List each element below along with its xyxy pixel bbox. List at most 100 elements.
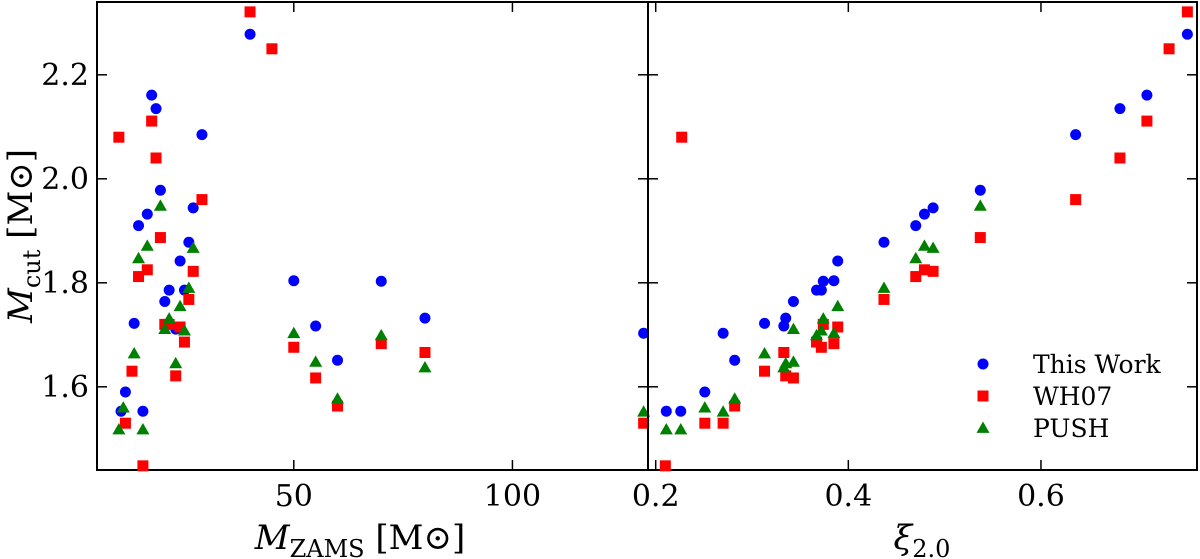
point-push	[162, 312, 176, 324]
point-this-work	[244, 28, 256, 40]
point-wh07	[878, 293, 890, 305]
point-this-work	[128, 317, 140, 329]
point-wh07	[150, 152, 162, 164]
point-this-work	[1114, 103, 1126, 115]
point-this-work	[375, 275, 387, 287]
point-this-work	[817, 275, 829, 287]
point-this-work	[1070, 129, 1082, 141]
point-wh07	[778, 346, 790, 358]
point-push	[153, 199, 167, 211]
point-wh07	[927, 265, 939, 277]
marks-right	[659, 6, 1193, 472]
point-this-work	[815, 284, 827, 296]
point-push	[917, 239, 931, 251]
plot-frame-left	[96, 1, 649, 471]
point-this-work	[927, 202, 939, 214]
ticks-left: 50 100 1.6 1.8 2.0 2.2	[41, 2, 648, 514]
x-tick-label: 50	[275, 479, 313, 514]
point-wh07	[1114, 152, 1126, 164]
point-wh07	[244, 6, 256, 18]
x-tick-label: 0.2	[632, 479, 680, 514]
point-this-work	[137, 405, 149, 417]
point-this-work	[878, 236, 890, 248]
point-this-work	[787, 296, 799, 308]
point-wh07	[817, 318, 829, 330]
point-push	[973, 199, 987, 211]
point-wh07	[141, 264, 153, 276]
point-push	[728, 392, 742, 404]
point-this-work	[759, 317, 771, 329]
legend: This Work WH07 PUSH	[976, 350, 1162, 443]
y-axis-label: Mcut [M⊙]	[1, 149, 46, 324]
point-wh07	[133, 271, 145, 283]
point-this-work	[1141, 89, 1153, 101]
point-wh07	[170, 370, 182, 382]
x-tick-label: 0.6	[1017, 479, 1065, 514]
point-push	[132, 251, 146, 264]
point-wh07	[729, 400, 741, 412]
point-wh07	[183, 293, 195, 305]
point-this-work	[310, 320, 322, 332]
point-wh07	[1163, 43, 1175, 55]
point-this-work	[332, 354, 344, 366]
point-wh07	[119, 417, 131, 429]
point-wh07	[699, 417, 711, 429]
point-this-work	[174, 255, 186, 267]
point-push	[177, 324, 191, 336]
point-push	[186, 241, 200, 253]
point-this-work	[141, 208, 153, 220]
point-push	[418, 361, 432, 373]
point-wh07	[1181, 6, 1193, 18]
legend-marker-this-work	[977, 358, 989, 370]
marks-left	[112, 6, 651, 472]
point-wh07	[638, 417, 650, 429]
point-this-work	[910, 220, 922, 232]
point-push	[116, 401, 130, 413]
point-wh07	[832, 321, 844, 333]
point-wh07	[126, 365, 138, 377]
point-this-work	[780, 312, 792, 324]
point-push	[816, 312, 830, 324]
point-wh07	[154, 232, 166, 244]
point-this-work	[119, 386, 131, 398]
point-push	[309, 355, 323, 367]
point-this-work	[419, 312, 431, 324]
x-axis-label-left: MZAMS [M⊙]	[254, 518, 466, 559]
point-push	[136, 422, 150, 435]
point-this-work	[638, 327, 650, 339]
point-push	[182, 281, 196, 293]
point-push	[158, 322, 172, 334]
point-wh07	[419, 346, 431, 358]
point-wh07	[815, 341, 827, 353]
point-push	[716, 405, 730, 417]
point-this-work	[660, 405, 672, 417]
point-wh07	[178, 336, 190, 348]
ticks-right: 0.2 0.4 0.6	[632, 2, 1197, 514]
point-wh07	[659, 460, 671, 472]
x-tick-label: 0.4	[824, 479, 872, 514]
legend-marker-push	[976, 421, 990, 433]
point-wh07	[828, 338, 840, 350]
point-this-work	[832, 255, 844, 267]
point-push	[127, 347, 141, 359]
point-wh07	[137, 460, 149, 472]
point-wh07	[1141, 115, 1153, 127]
legend-label-wh07: WH07	[1033, 382, 1112, 411]
point-this-work	[675, 405, 687, 417]
point-push	[827, 326, 841, 339]
point-push	[169, 356, 183, 369]
point-wh07	[1070, 194, 1082, 206]
legend-label-push: PUSH	[1033, 414, 1109, 443]
point-push	[758, 347, 772, 359]
y-tick-label: 1.8	[41, 266, 89, 301]
point-wh07	[113, 131, 125, 143]
point-this-work	[163, 284, 175, 296]
panel-left: 50 100 1.6 1.8 2.0 2.2	[41, 1, 651, 514]
plot-frame-right	[647, 1, 1198, 471]
point-push	[287, 326, 301, 339]
point-push	[637, 405, 651, 417]
point-this-work	[729, 354, 741, 366]
point-wh07	[375, 338, 387, 350]
legend-label-this-work: This Work	[1033, 350, 1162, 379]
